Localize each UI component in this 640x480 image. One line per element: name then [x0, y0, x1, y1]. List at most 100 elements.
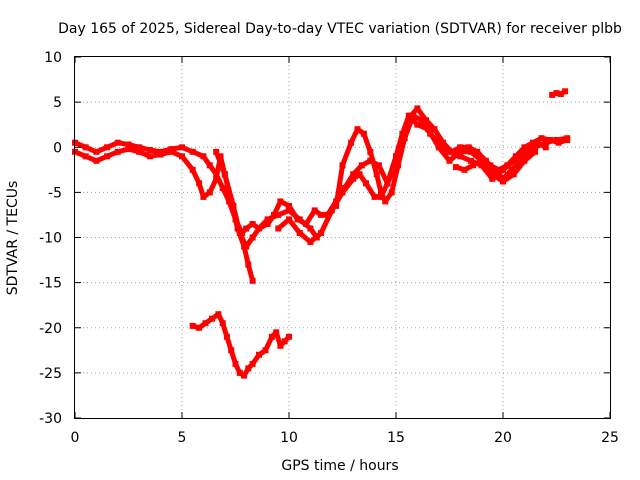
data-point — [363, 180, 369, 187]
data-point — [213, 148, 220, 155]
data-point — [425, 126, 432, 133]
data-point — [249, 277, 256, 284]
data-point — [448, 148, 455, 155]
data-point — [564, 137, 571, 143]
data-point — [333, 202, 340, 209]
data-point — [318, 230, 325, 236]
data-point — [500, 175, 506, 182]
data-point — [202, 320, 209, 327]
data-point — [125, 141, 132, 148]
y-tick-label: -5 — [48, 185, 62, 201]
data-point — [275, 211, 282, 218]
x-tick-label: 0 — [71, 430, 80, 446]
axis-ticks: 0 5 10 15 20 25 10 5 0 -5 -10 -15 -20 -25 -30 — [39, 50, 619, 446]
x-tick-label: 10 — [280, 430, 298, 446]
data-point — [512, 153, 519, 160]
data-point — [339, 189, 346, 196]
data-point — [382, 198, 389, 205]
data-point — [241, 372, 248, 379]
data-point — [423, 117, 429, 124]
data-point — [470, 162, 476, 169]
x-tick-label: 5 — [178, 430, 187, 446]
data-point — [294, 216, 301, 223]
data-point — [356, 171, 363, 178]
data-point — [384, 180, 391, 187]
data-point — [236, 230, 243, 236]
data-point — [521, 144, 528, 151]
data-point — [125, 146, 132, 153]
data-point — [179, 144, 185, 151]
data-point — [114, 148, 121, 155]
y-tick-label: -15 — [39, 276, 62, 292]
data-point — [414, 105, 421, 112]
data-point — [393, 153, 399, 160]
data-point — [504, 162, 511, 169]
data-point — [435, 144, 442, 151]
data-point — [487, 162, 494, 169]
data-point — [508, 166, 515, 173]
data-point — [245, 261, 252, 268]
data-point — [431, 126, 438, 133]
data-point — [457, 144, 464, 151]
data-point — [223, 333, 230, 340]
data-point — [303, 221, 310, 227]
data-point — [457, 153, 464, 160]
y-tick-label: 5 — [53, 95, 62, 111]
data-point — [136, 148, 143, 155]
data-point — [367, 148, 374, 155]
data-point — [196, 324, 203, 331]
data-point — [360, 130, 367, 137]
data-series — [72, 88, 571, 379]
data-point — [215, 311, 222, 318]
data-point — [358, 162, 365, 169]
data-point — [268, 333, 275, 340]
data-point — [249, 221, 256, 227]
data-point — [236, 369, 243, 376]
data-point — [562, 88, 569, 95]
data-point — [474, 148, 481, 155]
data-point — [243, 243, 250, 250]
data-point — [307, 239, 314, 245]
data-point — [219, 184, 226, 191]
data-point — [399, 130, 406, 137]
data-point — [452, 164, 459, 171]
series-track-b — [72, 146, 256, 284]
data-point — [328, 207, 335, 214]
data-point — [146, 153, 153, 160]
data-point — [286, 333, 292, 340]
data-point — [206, 189, 213, 196]
y-tick-label: -20 — [39, 321, 62, 337]
data-point — [256, 351, 262, 358]
data-point — [189, 322, 196, 329]
y-tick-label: -30 — [39, 411, 62, 427]
data-point — [517, 157, 524, 164]
data-point — [547, 137, 554, 143]
data-point — [93, 148, 100, 155]
data-point — [189, 166, 196, 173]
data-point — [371, 193, 378, 200]
data-point — [465, 144, 472, 151]
data-point — [478, 162, 485, 169]
data-point — [82, 144, 89, 151]
data-point — [408, 112, 414, 119]
plot-frame — [74, 56, 611, 419]
data-point — [388, 189, 395, 196]
data-point — [414, 121, 421, 128]
y-tick-label: -10 — [39, 231, 62, 247]
data-point — [200, 193, 207, 200]
data-point — [553, 90, 560, 97]
data-point — [350, 175, 357, 182]
data-point — [281, 338, 288, 345]
data-point — [532, 148, 539, 155]
data-point — [318, 211, 325, 218]
y-tick-label: -25 — [39, 366, 62, 382]
data-point — [446, 157, 453, 164]
data-point — [256, 225, 262, 232]
y-axis-label: SDTVAR / TECUs — [5, 181, 21, 296]
data-point — [307, 225, 314, 232]
data-point — [277, 342, 284, 349]
data-point — [375, 162, 382, 169]
data-point — [296, 230, 303, 236]
data-point — [489, 175, 496, 182]
data-point — [82, 153, 89, 160]
